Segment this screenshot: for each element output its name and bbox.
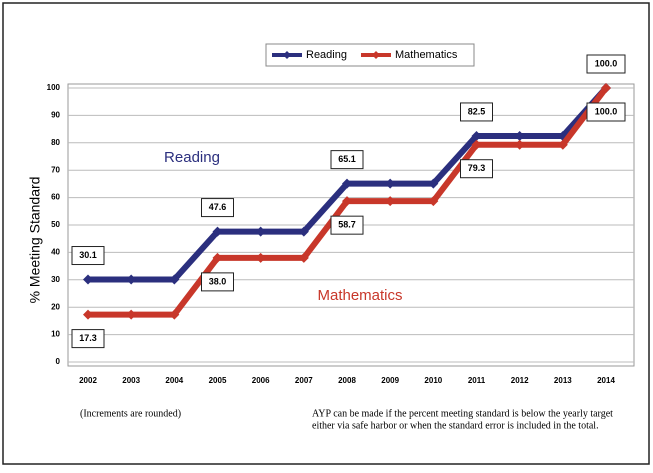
marker xyxy=(83,309,93,320)
value-label-box xyxy=(330,215,364,235)
marker xyxy=(557,139,568,150)
x-tick-label: 2008 xyxy=(338,376,356,385)
marker xyxy=(471,139,482,150)
y-axis-label: % Meeting Standard xyxy=(27,177,43,304)
y-tick-label: 20 xyxy=(51,302,60,311)
value-label: 38.0 xyxy=(209,276,227,286)
value-label-box xyxy=(586,102,626,122)
value-label: 82.5 xyxy=(468,106,486,116)
value-label-box xyxy=(71,246,105,266)
annotation: either via safe harbor or when the stand… xyxy=(312,420,599,431)
marker xyxy=(212,226,223,237)
x-tick-label: 2007 xyxy=(295,376,313,385)
value-label: 30.1 xyxy=(79,250,97,260)
x-tick-label: 2005 xyxy=(209,376,227,385)
value-label-box xyxy=(330,150,364,170)
annotation: Reading xyxy=(164,149,220,166)
value-label-box xyxy=(71,329,105,349)
x-tick-label: 2009 xyxy=(381,376,399,385)
marker xyxy=(126,274,137,285)
marker xyxy=(428,196,439,207)
x-tick-label: 2012 xyxy=(511,376,529,385)
marker xyxy=(169,274,180,285)
annotation: Mathematics xyxy=(317,287,402,304)
y-tick-label: 100 xyxy=(47,83,61,92)
x-tick-label: 2004 xyxy=(165,376,183,385)
marker xyxy=(514,139,525,150)
value-label: 100.0 xyxy=(595,58,618,68)
x-tick-label: 2010 xyxy=(424,376,442,385)
legend-marker xyxy=(283,51,291,59)
value-label: 58.7 xyxy=(338,220,356,230)
marker xyxy=(298,226,309,237)
value-label: 17.3 xyxy=(79,333,97,343)
x-tick-label: 2002 xyxy=(79,376,97,385)
marker xyxy=(169,309,180,320)
y-tick-label: 10 xyxy=(51,330,60,339)
marker xyxy=(342,178,352,189)
y-tick-label: 80 xyxy=(51,138,60,147)
x-tick-label: 2006 xyxy=(252,376,270,385)
y-tick-label: 50 xyxy=(51,220,60,229)
marker xyxy=(514,130,525,141)
value-label-box xyxy=(586,54,626,74)
y-tick-label: 70 xyxy=(51,165,60,174)
y-tick-label: 40 xyxy=(51,248,60,257)
y-tick-label: 30 xyxy=(51,275,60,284)
marker xyxy=(385,178,396,189)
marker xyxy=(255,252,266,263)
x-tick-label: 2011 xyxy=(468,376,486,385)
marker xyxy=(385,196,396,207)
x-tick-label: 2013 xyxy=(554,376,572,385)
x-tick-label: 2014 xyxy=(597,376,615,385)
value-label: 47.6 xyxy=(209,202,227,212)
annotation: (Increments are rounded) xyxy=(80,408,181,419)
legend-label: Mathematics xyxy=(395,49,458,61)
annotation: AYP can be made if the percent meeting s… xyxy=(312,408,613,419)
legend-marker xyxy=(371,51,380,59)
marker xyxy=(601,83,611,93)
marker xyxy=(126,309,137,320)
value-label-box xyxy=(460,102,493,122)
value-label-box xyxy=(201,198,234,218)
marker xyxy=(471,130,482,141)
marker xyxy=(255,226,266,237)
value-label: 65.1 xyxy=(338,154,356,164)
value-label: 79.3 xyxy=(468,163,486,173)
y-tick-label: 0 xyxy=(56,357,61,366)
x-tick-label: 2003 xyxy=(122,376,140,385)
y-tick-label: 60 xyxy=(51,193,60,202)
marker xyxy=(428,178,439,189)
marker xyxy=(342,196,352,207)
value-label-box xyxy=(460,159,493,179)
value-label: 100.0 xyxy=(595,106,618,116)
marker xyxy=(83,274,93,285)
marker xyxy=(298,252,309,263)
y-tick-label: 90 xyxy=(51,111,60,120)
value-label-box xyxy=(201,272,234,292)
marker xyxy=(212,252,223,263)
legend-label: Reading xyxy=(306,49,347,61)
